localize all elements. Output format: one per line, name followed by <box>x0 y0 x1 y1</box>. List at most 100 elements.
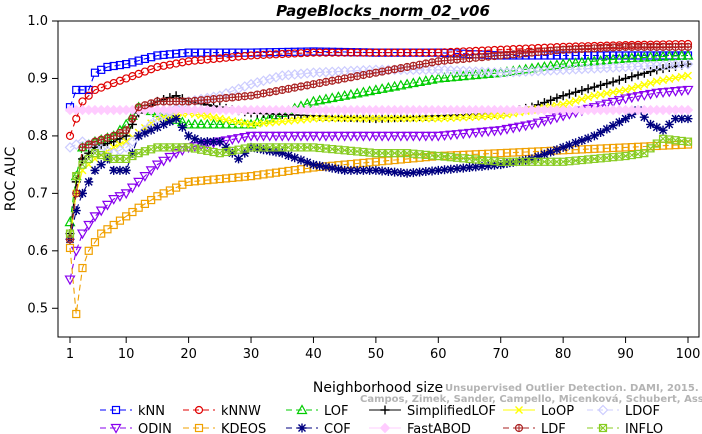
x-tick-label: 1 <box>66 347 74 362</box>
data-point <box>147 119 156 128</box>
data-point <box>608 153 618 162</box>
x-tick-label: 20 <box>180 347 197 362</box>
data-point <box>676 86 688 97</box>
data-point <box>663 87 675 98</box>
data-point <box>371 149 380 158</box>
data-point <box>590 144 599 153</box>
data-point <box>445 130 457 141</box>
data-point <box>515 424 523 432</box>
data-point <box>471 162 481 172</box>
series-odin <box>64 85 694 286</box>
data-point <box>103 225 112 234</box>
data-point <box>563 57 575 68</box>
data-point <box>427 48 437 57</box>
data-point <box>671 136 680 145</box>
data-point <box>520 121 532 132</box>
data-point <box>633 51 643 60</box>
data-point <box>296 404 308 415</box>
data-point <box>439 72 451 82</box>
data-point <box>184 48 193 57</box>
data-point <box>596 127 606 137</box>
data-point <box>120 189 132 200</box>
data-point <box>626 93 638 104</box>
data-point <box>190 177 199 186</box>
data-point <box>357 86 369 97</box>
data-point <box>321 144 331 153</box>
data-point <box>446 47 455 57</box>
data-point <box>601 99 613 110</box>
data-point <box>521 147 530 157</box>
series-cof <box>65 105 693 244</box>
data-point <box>507 123 519 134</box>
data-point <box>320 93 332 104</box>
legend-item: ODIN <box>100 422 172 434</box>
series-layer <box>64 39 694 319</box>
data-point <box>420 75 432 85</box>
data-point <box>421 48 430 57</box>
data-point <box>501 124 513 135</box>
data-point <box>203 112 212 121</box>
data-point <box>577 86 587 96</box>
data-point <box>65 131 75 141</box>
data-point <box>633 70 643 80</box>
data-point <box>684 137 692 146</box>
data-point <box>290 143 299 152</box>
data-point <box>352 165 362 175</box>
data-point <box>682 85 694 96</box>
data-point <box>669 86 682 97</box>
data-point <box>345 88 357 99</box>
data-point <box>145 166 157 177</box>
data-point <box>84 177 94 187</box>
data-point <box>153 192 162 201</box>
data-point <box>465 154 474 163</box>
data-point <box>221 48 231 57</box>
data-point <box>172 49 181 58</box>
data-point <box>234 154 244 164</box>
data-point <box>265 143 274 152</box>
data-point <box>577 155 586 165</box>
data-point <box>78 160 87 169</box>
data-point <box>433 165 443 175</box>
x-axis-label: Neighborhood size <box>313 380 443 396</box>
data-point <box>683 137 693 146</box>
data-point <box>234 145 243 154</box>
data-point <box>402 48 412 57</box>
data-point <box>389 80 401 91</box>
data-point <box>515 406 523 414</box>
data-point <box>283 150 293 160</box>
data-point <box>621 85 630 94</box>
legend-item: KDEOS <box>183 422 266 434</box>
data-point <box>270 131 282 142</box>
data-point <box>89 212 101 223</box>
data-point <box>571 138 581 148</box>
data-point <box>396 155 405 164</box>
data-point <box>284 166 293 176</box>
data-point <box>608 143 618 153</box>
data-point <box>409 48 418 57</box>
data-point <box>340 146 349 155</box>
data-point <box>315 143 324 153</box>
data-point <box>613 96 625 107</box>
data-point <box>551 59 563 70</box>
data-point <box>558 142 568 152</box>
data-point <box>271 168 281 177</box>
data-point <box>597 404 609 416</box>
data-point <box>496 149 505 158</box>
data-point <box>209 147 218 157</box>
data-point <box>584 145 593 154</box>
data-point <box>147 99 155 107</box>
data-point <box>596 80 606 90</box>
data-point <box>351 131 363 142</box>
data-point <box>264 73 276 85</box>
data-point <box>409 114 418 123</box>
data-point <box>209 54 218 64</box>
data-point <box>277 148 287 158</box>
data-point <box>66 229 74 238</box>
data-point <box>434 151 443 161</box>
data-point <box>428 114 437 123</box>
data-point <box>451 71 463 81</box>
series-ldf <box>65 42 693 244</box>
data-point <box>583 84 593 94</box>
data-point <box>658 64 668 74</box>
data-point <box>278 49 287 59</box>
